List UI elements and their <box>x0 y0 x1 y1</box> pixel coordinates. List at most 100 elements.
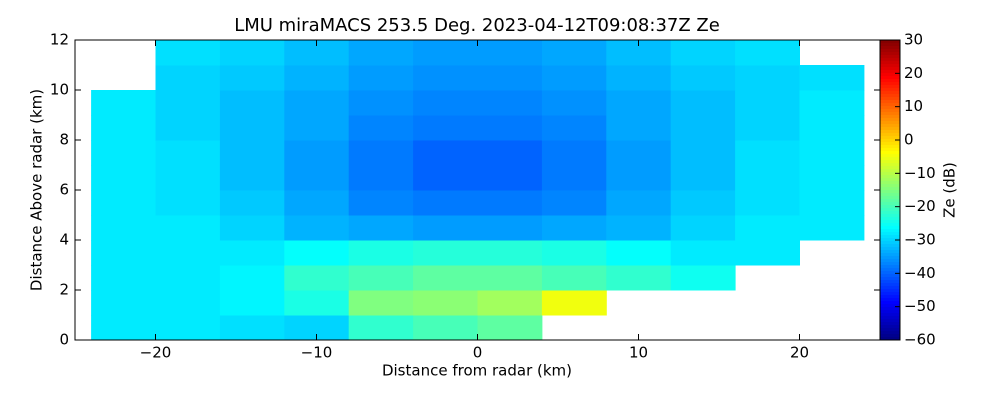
heatmap-cell <box>606 240 672 266</box>
y-tick-label: 10 <box>50 81 69 99</box>
heatmap-cell <box>155 140 221 166</box>
heatmap-cell <box>477 40 543 66</box>
x-tick-label: −20 <box>140 344 172 362</box>
colorbar-tick-label: 30 <box>904 31 923 49</box>
heatmap-cell <box>91 315 156 341</box>
colorbar-step <box>880 121 900 125</box>
colorbar-step <box>880 40 900 44</box>
heatmap-cell <box>348 140 414 166</box>
heatmap-cell <box>284 115 350 141</box>
colorbar-step <box>880 46 900 50</box>
heatmap-cell <box>735 115 800 141</box>
heatmap-cell <box>219 265 285 291</box>
heatmap-cell <box>670 140 736 166</box>
heatmap-cell <box>606 215 672 241</box>
heatmap-cell <box>219 165 285 191</box>
colorbar-step <box>880 115 900 119</box>
heatmap-cell <box>348 190 414 216</box>
colorbar-label: Ze (dB) <box>941 162 959 218</box>
colorbar-step <box>880 322 900 326</box>
colorbar-step <box>880 277 900 281</box>
colorbar-step <box>880 97 900 101</box>
heatmap-cell <box>284 140 350 166</box>
colorbar-step <box>880 271 900 275</box>
heatmap-cell <box>413 115 478 141</box>
heatmap-cell <box>155 90 221 116</box>
colorbar-step <box>880 280 900 284</box>
heatmap-cell <box>91 140 156 166</box>
heatmap-cell <box>91 265 156 291</box>
colorbar-step <box>880 160 900 164</box>
heatmap-cell <box>477 215 543 241</box>
colorbar-step <box>880 193 900 197</box>
x-tick-label: 0 <box>473 344 483 362</box>
colorbar-step <box>880 88 900 92</box>
heatmap-cell <box>155 115 221 141</box>
heatmap-cell <box>670 90 736 116</box>
colorbar-step <box>880 220 900 224</box>
heatmap-cell <box>541 115 607 141</box>
heatmap-cell <box>799 165 865 191</box>
colorbar-step <box>880 268 900 272</box>
heatmap-cell <box>284 290 350 316</box>
heatmap-cell <box>348 90 414 116</box>
heatmap-cell <box>477 115 543 141</box>
colorbar-step <box>880 154 900 158</box>
heatmap-cell <box>219 40 285 66</box>
heatmap-cell <box>541 240 607 266</box>
colorbar-step <box>880 100 900 104</box>
heatmap-cell <box>155 215 221 241</box>
y-tick-label: 2 <box>59 281 69 299</box>
heatmap-cell <box>606 140 672 166</box>
heatmap-cell <box>670 40 736 66</box>
heatmap-cell <box>219 65 285 91</box>
colorbar-step <box>880 145 900 149</box>
heatmap-cell <box>735 90 800 116</box>
heatmap-cell <box>606 265 672 291</box>
heatmap-cell <box>735 40 800 66</box>
colorbar <box>880 40 900 341</box>
colorbar-step <box>880 64 900 68</box>
colorbar-step <box>880 313 900 317</box>
colorbar-step <box>880 94 900 98</box>
colorbar-step <box>880 52 900 56</box>
colorbar-step <box>880 328 900 332</box>
heatmap-cell <box>541 265 607 291</box>
colorbar-step <box>880 274 900 278</box>
heatmap-cell <box>799 140 865 166</box>
heatmap-cell <box>155 190 221 216</box>
heatmap-cell <box>91 90 156 116</box>
heatmap-cell <box>670 215 736 241</box>
ticks: −20 −10 0 10 20 0 2 4 6 8 10 12 30 20 10 0 −10 −20 −30 −40 −… <box>50 31 936 362</box>
heatmap-cell <box>413 140 478 166</box>
colorbar-step <box>880 151 900 155</box>
colorbar-step <box>880 235 900 239</box>
colorbar-step <box>880 103 900 107</box>
heatmap-cell <box>413 265 478 291</box>
colorbar-step <box>880 247 900 251</box>
colorbar-step <box>880 283 900 287</box>
heatmap-cell <box>91 115 156 141</box>
colorbar-step <box>880 292 900 296</box>
heatmap-cell <box>541 65 607 91</box>
heatmap-cell <box>735 165 800 191</box>
heatmap-cell <box>477 290 543 316</box>
colorbar-step <box>880 133 900 137</box>
colorbar-step <box>880 250 900 254</box>
heatmap-cell <box>284 65 350 91</box>
heatmap-cell <box>799 90 865 116</box>
heatmap-cell <box>413 65 478 91</box>
heatmap-cell <box>413 215 478 241</box>
colorbar-tick-label: 0 <box>904 131 914 149</box>
heatmap-cell <box>799 65 865 91</box>
heatmap-cell <box>541 290 607 316</box>
colorbar-step <box>880 295 900 299</box>
heatmap-cell <box>91 240 156 266</box>
colorbar-step <box>880 148 900 152</box>
heatmap-cell <box>348 115 414 141</box>
colorbar-step <box>880 130 900 134</box>
heatmap <box>91 40 865 341</box>
colorbar-step <box>880 85 900 89</box>
colorbar-step <box>880 55 900 59</box>
colorbar-step <box>880 229 900 233</box>
